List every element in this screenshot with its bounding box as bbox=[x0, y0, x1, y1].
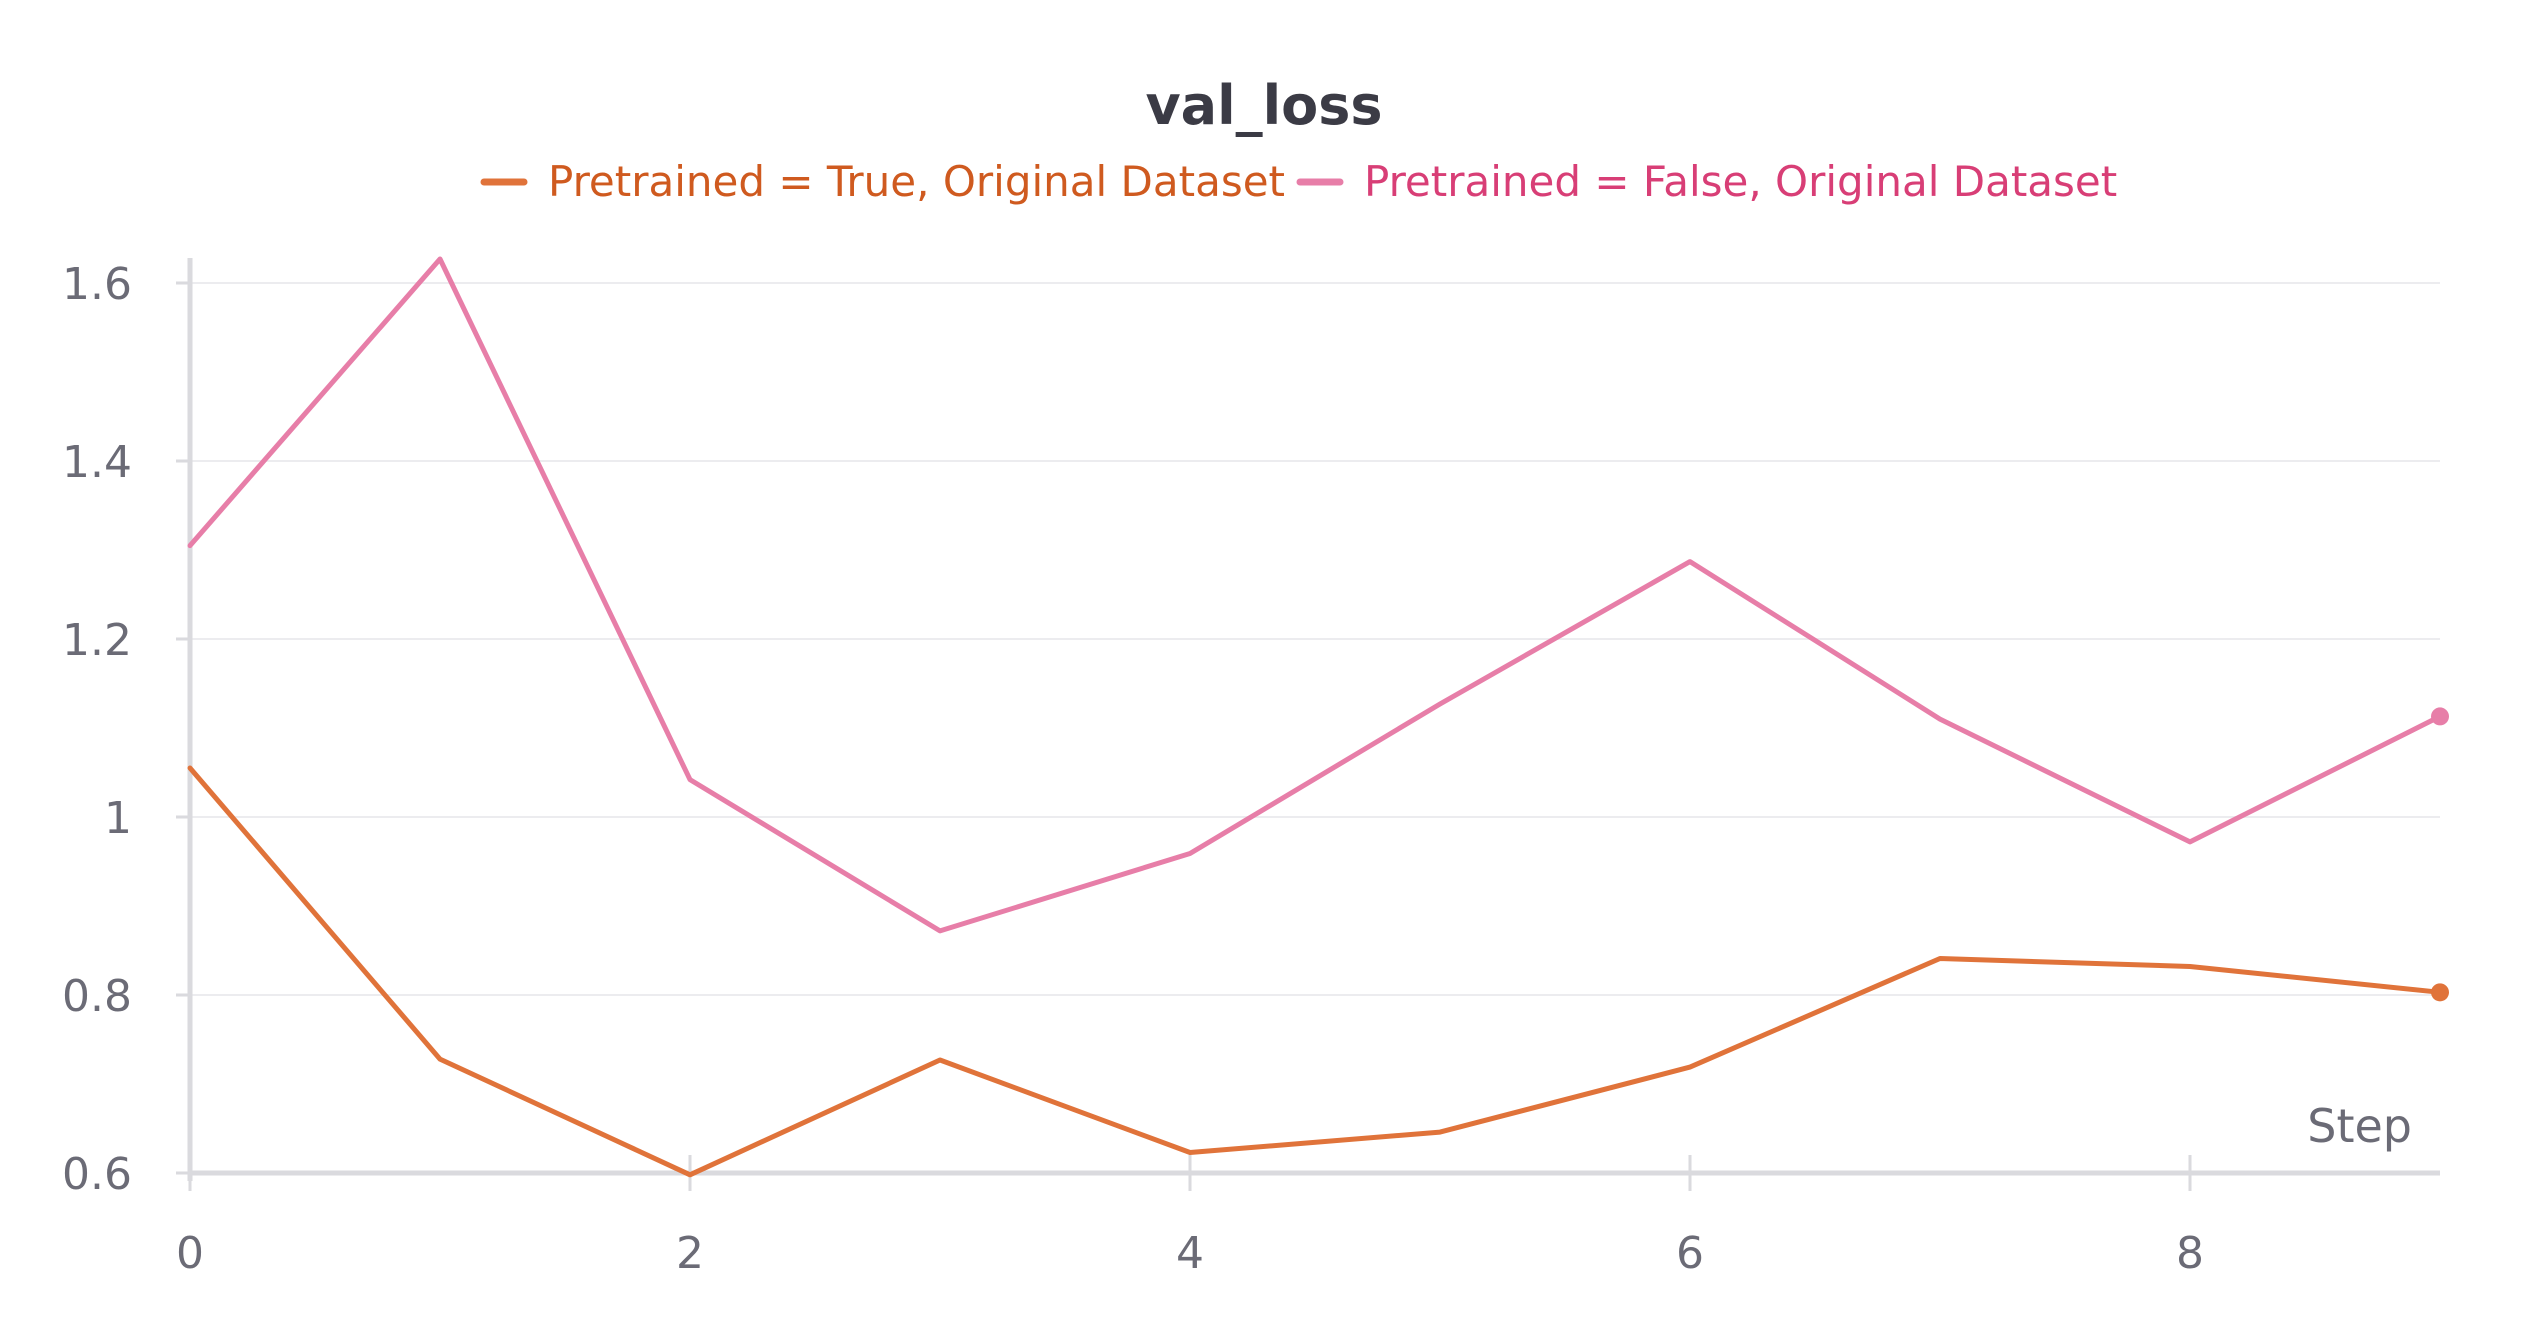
series-end-point-0 bbox=[2431, 983, 2449, 1002]
y-tick-label: 1 bbox=[104, 793, 132, 844]
grid-lines bbox=[190, 282, 2440, 996]
x-tick-label: 0 bbox=[176, 1228, 204, 1279]
ticks: 0.6 0.8 1 1.2 1.4 1.6 0 2 4 6 8 bbox=[62, 259, 2204, 1279]
legend: Pretrained = True, Original Dataset Pretr… bbox=[480, 157, 2117, 206]
x-tick-label: 8 bbox=[2176, 1228, 2204, 1279]
axes bbox=[187, 258, 2440, 1181]
y-tick-label: 1.2 bbox=[62, 615, 132, 666]
x-tick-label: 4 bbox=[1176, 1228, 1204, 1279]
y-tick-label: 0.6 bbox=[62, 1149, 132, 1200]
series-layer bbox=[187, 256, 2449, 1178]
series-line-0 bbox=[187, 765, 2443, 1178]
legend-label-1: Pretrained = False, Original Dataset bbox=[1364, 157, 2117, 206]
x-tick-label: 2 bbox=[676, 1228, 704, 1279]
x-tick-label: 6 bbox=[1676, 1228, 1704, 1279]
legend-label-0: Pretrained = True, Original Dataset bbox=[548, 157, 1285, 206]
y-tick-label: 1.6 bbox=[62, 259, 132, 310]
chart-title: val_loss bbox=[1145, 74, 1382, 137]
y-tick-label: 0.8 bbox=[62, 971, 132, 1022]
series-line-1 bbox=[187, 256, 2443, 934]
x-axis-label: Step bbox=[2307, 1099, 2412, 1153]
series-end-point-1 bbox=[2431, 707, 2449, 726]
y-tick-label: 1.4 bbox=[62, 437, 132, 488]
